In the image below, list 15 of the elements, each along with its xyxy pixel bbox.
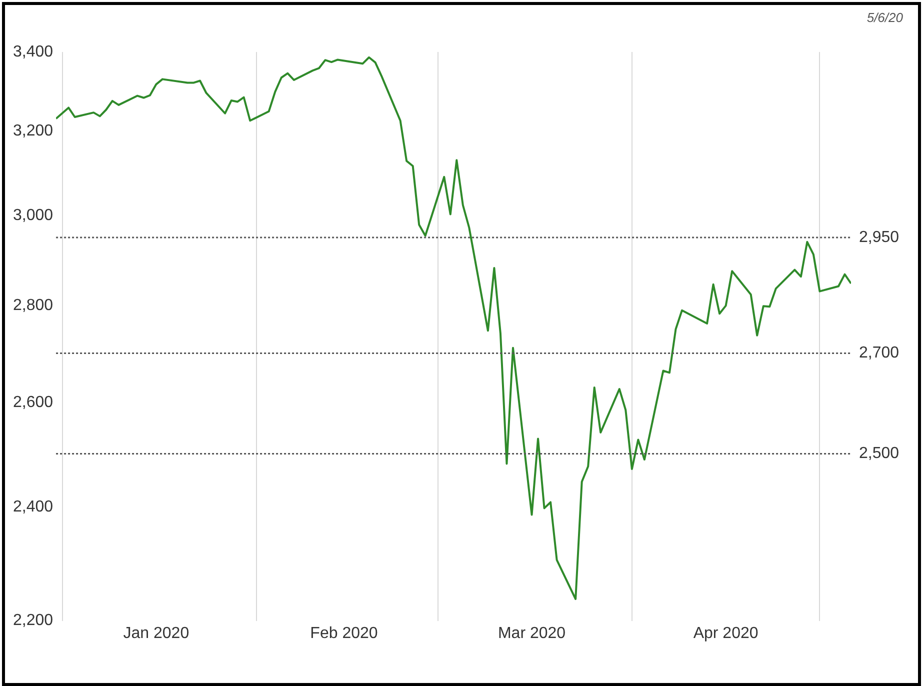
y-tick-label: 2,600 [12, 394, 54, 411]
x-tick-label: Apr 2020 [693, 624, 758, 642]
y-tick-label: 3,200 [12, 122, 54, 140]
y-tick-label: 2,800 [12, 297, 54, 314]
y-tick-label: 3,000 [12, 206, 54, 224]
ref-line-label: 2,950 [859, 228, 900, 246]
x-tick-label: Mar 2020 [498, 624, 566, 642]
ref-line-label: 2,500 [859, 445, 900, 462]
x-tick-label: Feb 2020 [310, 624, 378, 642]
ref-line-label: 2,700 [859, 344, 900, 362]
y-tick-label: 2,400 [12, 498, 54, 516]
y-tick-label: 2,200 [12, 612, 54, 630]
x-tick-label: Jan 2020 [123, 624, 190, 642]
y-tick-label: 3,400 [12, 43, 54, 60]
text: 5/6/20 [866, 10, 903, 25]
